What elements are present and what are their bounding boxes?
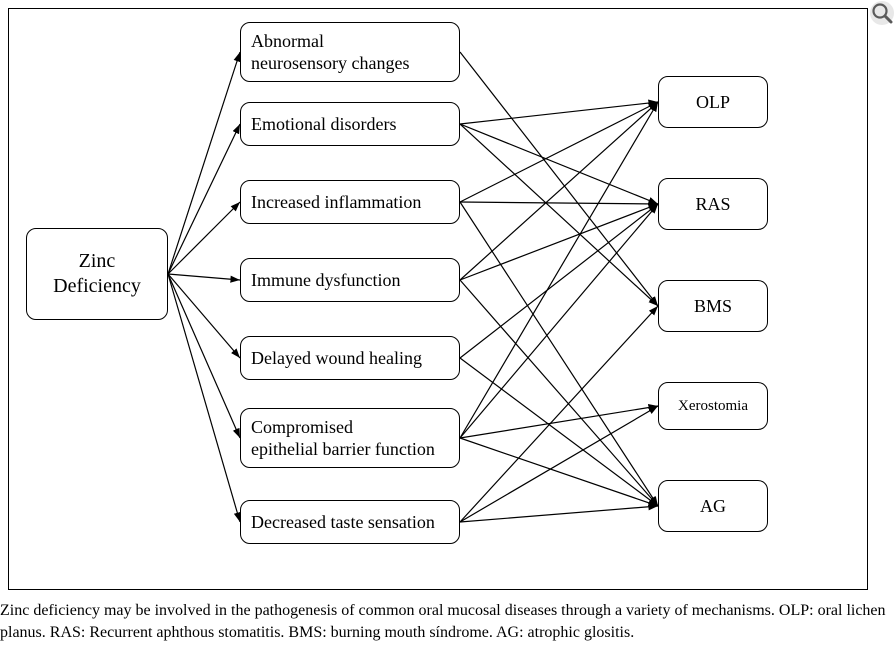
node-label: Increased inflammation (251, 191, 421, 214)
zoom-icon[interactable] (869, 0, 895, 26)
node-ras: RAS (658, 178, 768, 230)
diagram-frame: ZincDeficiency Abnormalneurosensory chan… (0, 0, 895, 656)
node-decreased-taste-sensation: Decreased taste sensation (240, 500, 460, 544)
node-label: RAS (695, 193, 730, 216)
node-label: OLP (696, 91, 730, 114)
node-label: Abnormalneurosensory changes (251, 30, 409, 75)
node-compromised-epithelial-barrier: Compromisedepithelial barrier function (240, 408, 460, 468)
node-ag: AG (658, 480, 768, 532)
node-olp: OLP (658, 76, 768, 128)
node-xerostomia: Xerostomia (658, 382, 768, 430)
node-label: Xerostomia (678, 397, 748, 416)
node-label: Compromisedepithelial barrier function (251, 416, 435, 461)
node-label: ZincDeficiency (53, 249, 141, 299)
node-zinc-deficiency: ZincDeficiency (26, 228, 168, 320)
node-bms: BMS (658, 280, 768, 332)
node-abnormal-neurosensory: Abnormalneurosensory changes (240, 22, 460, 82)
node-delayed-wound-healing: Delayed wound healing (240, 336, 460, 380)
figure-caption: Zinc deficiency may be involved in the p… (0, 600, 890, 643)
node-label: Emotional disorders (251, 113, 396, 136)
node-label: Immune dysfunction (251, 269, 400, 292)
node-label: Decreased taste sensation (251, 511, 435, 534)
caption-text: Zinc deficiency may be involved in the p… (0, 602, 886, 641)
node-label: Delayed wound healing (251, 347, 422, 370)
node-emotional-disorders: Emotional disorders (240, 102, 460, 146)
node-increased-inflammation: Increased inflammation (240, 180, 460, 224)
node-label: BMS (694, 295, 732, 318)
node-immune-dysfunction: Immune dysfunction (240, 258, 460, 302)
node-label: AG (700, 495, 726, 518)
